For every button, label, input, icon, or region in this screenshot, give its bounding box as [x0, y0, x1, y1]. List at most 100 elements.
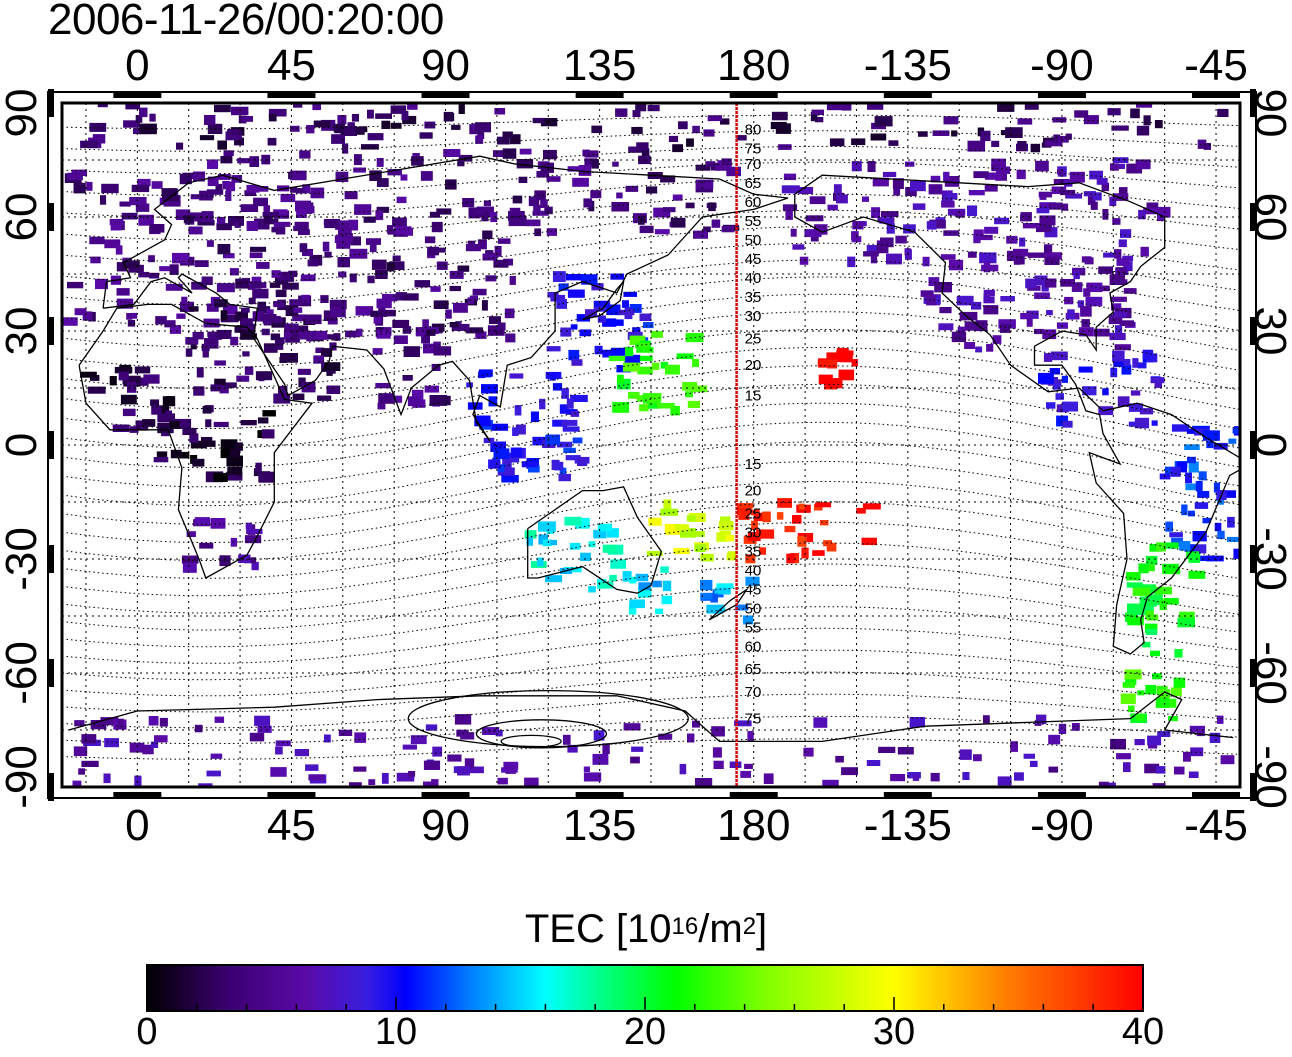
- tec-cell: [638, 587, 652, 598]
- tec-cell: [1199, 555, 1211, 561]
- tec-cell: [275, 740, 291, 747]
- tec-cell: [425, 724, 438, 731]
- tec-cell: [89, 122, 107, 132]
- tec-cell: [327, 368, 336, 374]
- tec-cell: [930, 175, 941, 183]
- tec-cell: [67, 281, 84, 289]
- tec-cell: [1019, 237, 1026, 247]
- tec-cell: [159, 266, 171, 272]
- tec-cell: [648, 517, 662, 526]
- tec-cell: [605, 319, 624, 326]
- tec-cell: [292, 314, 307, 322]
- tec-cell: [1110, 296, 1127, 302]
- tec-cell: [230, 336, 239, 346]
- tec-cell: [597, 523, 613, 532]
- tec-cell: [198, 783, 213, 787]
- tec-cell: [240, 420, 257, 426]
- tec-cell: [175, 209, 191, 220]
- tec-cell: [703, 226, 711, 233]
- tec-cell: [892, 178, 904, 189]
- tec-cell: [668, 135, 679, 142]
- tec-cell: [116, 262, 128, 272]
- tec-cell: [80, 140, 98, 149]
- tec-cell: [202, 349, 209, 358]
- tec-cell: [481, 210, 489, 222]
- y-tick-mark: [1250, 203, 1256, 231]
- magnetic-contour: [62, 461, 1240, 543]
- tec-cell: [957, 326, 966, 334]
- tec-cell: [425, 329, 436, 336]
- tec-cell: [181, 296, 188, 304]
- tec-cell: [488, 459, 501, 469]
- tec-cell: [1127, 616, 1144, 626]
- tec-cell: [1006, 235, 1018, 244]
- tec-cell: [826, 378, 843, 389]
- tec-cell: [652, 580, 662, 588]
- tec-cell: [227, 129, 241, 135]
- tec-cell: [509, 276, 516, 285]
- tec-cell: [826, 352, 840, 362]
- tec-cell: [82, 311, 93, 321]
- tec-cell: [271, 226, 280, 233]
- tec-cell: [991, 140, 1000, 147]
- tec-cell: [387, 169, 402, 176]
- tec-cell: [257, 301, 267, 313]
- tec-cell: [482, 727, 500, 735]
- tec-cell: [664, 524, 681, 535]
- tec-cell: [104, 239, 121, 249]
- tec-cell: [1130, 390, 1141, 396]
- tec-cell: [125, 103, 141, 110]
- magnetic-lat-label: 15: [745, 388, 762, 405]
- tec-cell: [485, 250, 494, 256]
- tec-cell: [294, 749, 309, 757]
- tec-cell: [636, 395, 646, 402]
- tec-cell: [1044, 278, 1057, 288]
- tec-cell: [242, 351, 250, 357]
- tec-cell: [1048, 734, 1061, 745]
- magnetic-contour: [62, 671, 1240, 713]
- tec-cell: [256, 262, 270, 269]
- tec-cell: [872, 177, 889, 187]
- magnetic-pole-contour: [475, 719, 608, 749]
- tec-cell: [1062, 401, 1079, 412]
- tec-cell: [781, 185, 800, 194]
- tec-cell: [343, 233, 353, 243]
- tec-cell: [1184, 444, 1200, 450]
- tec-cell: [628, 604, 637, 615]
- tec-cell: [135, 203, 150, 212]
- tec-cell: [495, 730, 503, 737]
- tec-cell: [1118, 239, 1127, 248]
- tec-cell: [142, 419, 156, 427]
- tec-cell: [206, 189, 224, 195]
- tec-cell: [1122, 681, 1135, 688]
- tec-cell: [183, 215, 194, 224]
- magnetic-contour: [62, 649, 1240, 697]
- tec-cell: [1026, 316, 1033, 327]
- tec-cell: [206, 770, 221, 777]
- tec-cell: [278, 386, 288, 397]
- tec-cell: [1222, 490, 1236, 498]
- tec-cell: [157, 405, 170, 414]
- tec-cell: [214, 716, 225, 723]
- tec-cell: [162, 396, 176, 407]
- tec-cell: [401, 110, 409, 121]
- tec-cell: [956, 295, 974, 306]
- tec-cell: [348, 219, 359, 231]
- tec-cell: [229, 268, 239, 276]
- tec-cell: [423, 343, 438, 354]
- tec-cell: [1085, 296, 1103, 307]
- x-tick-mark: [113, 792, 162, 798]
- tec-cell: [1134, 417, 1150, 429]
- x-tick-mark: [1037, 792, 1086, 798]
- tec-cell: [372, 348, 383, 355]
- tec-cell: [367, 133, 384, 141]
- y-tick-mark: [1250, 545, 1256, 573]
- tec-cell: [165, 283, 183, 291]
- tec-cell: [1162, 563, 1179, 572]
- tec-cell: [482, 253, 497, 261]
- tec-cell: [320, 295, 329, 303]
- tec-cell: [423, 760, 441, 770]
- tec-cell: [979, 252, 997, 264]
- tec-cell: [1187, 456, 1196, 464]
- tec-cell: [285, 333, 300, 343]
